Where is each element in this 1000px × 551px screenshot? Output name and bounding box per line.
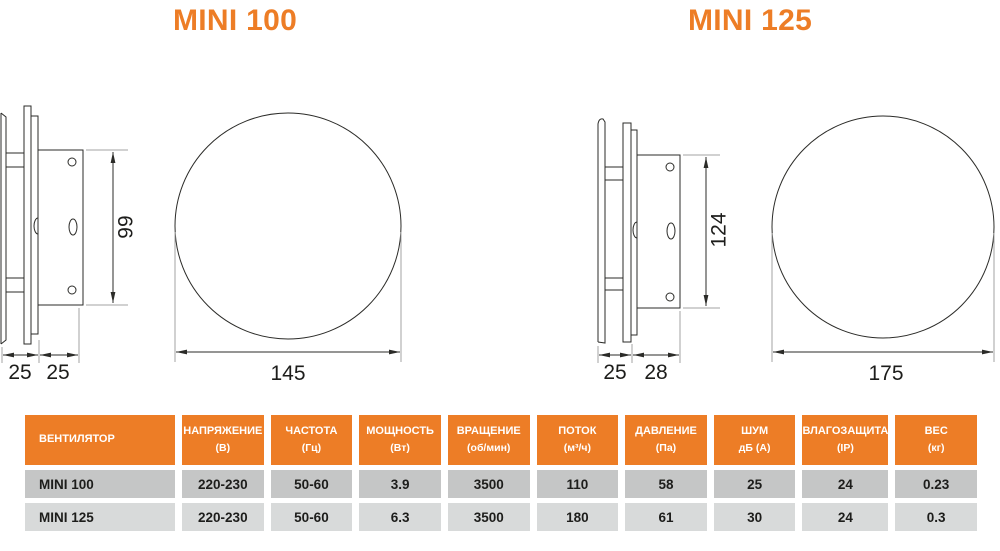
spec-cell: 25 [713,470,796,498]
header-pressure: ДАВЛЕНИЕ (Па) [625,415,707,465]
spec-cell: 220-230 [182,470,264,498]
spec-cell: 50-60 [270,470,353,498]
dimension-label-depth-front: 25 [603,361,626,384]
spec-cell: 24 [802,470,889,498]
spec-cell: 3.9 [359,470,441,498]
mini125-front-circle [771,115,995,339]
spec-cell: 50-60 [270,503,353,531]
spec-cell: 30 [713,503,796,531]
spec-table: ВЕНТИЛЯТОР НАПРЯЖЕНИЕ (В) ЧАСТОТА (Гц) М… [25,415,977,531]
spec-cell-model: MINI 125 [25,503,175,531]
mini125-side-view-drawing: 124 25 28 [597,118,731,384]
header-noise: ШУМ дБ (А) [713,415,796,465]
mini100-side-view-drawing: 99 25 25 [0,105,138,384]
mini125-front-view-drawing: 175 [771,115,995,385]
spec-cell: 58 [625,470,707,498]
header-moisture-protection: ВЛАГОЗАЩИТА (IP) [802,415,889,465]
header-rotation: ВРАЩЕНИЕ (об/мин) [447,415,530,465]
spec-cell: 3500 [447,503,530,531]
dimension-label-diameter: 175 [868,362,903,385]
header-airflow: ПОТОК (м³/ч) [536,415,619,465]
spec-cell: 220-230 [182,503,264,531]
mini125-fan-profile [597,118,681,344]
dimension-label-depth-back: 25 [46,361,69,384]
mini100-front-circle [174,112,402,340]
mini100-front-view-drawing: 145 [174,112,402,385]
spec-cell: 0.23 [895,470,977,498]
dimension-label-depth-front: 25 [8,361,31,384]
header-power: МОЩНОСТЬ (Вт) [359,415,441,465]
dimension-label-depth-back: 28 [644,361,667,384]
spec-cell-model: MINI 100 [25,470,175,498]
spec-cell: 0.3 [895,503,977,531]
spec-cell: 6.3 [359,503,441,531]
spec-cell: 61 [625,503,707,531]
spec-cell: 110 [536,470,619,498]
dimension-label-diameter: 145 [270,362,305,385]
mini100-fan-profile [0,105,84,345]
dimension-label-height: 99 [115,215,138,238]
header-fan-label: ВЕНТИЛЯТОР [39,433,115,446]
header-fan: ВЕНТИЛЯТОР [25,415,175,465]
header-voltage: НАПРЯЖЕНИЕ (В) [182,415,264,465]
spec-cell: 180 [536,503,619,531]
product-title-mini100: MINI 100 [172,4,298,37]
header-frequency: ЧАСТОТА (Гц) [270,415,353,465]
spec-cell: 3500 [447,470,530,498]
product-title-mini125: MINI 125 [687,4,813,37]
header-weight: ВЕС (кг) [895,415,977,465]
dimension-label-height: 124 [708,212,731,247]
spec-cell: 24 [802,503,889,531]
